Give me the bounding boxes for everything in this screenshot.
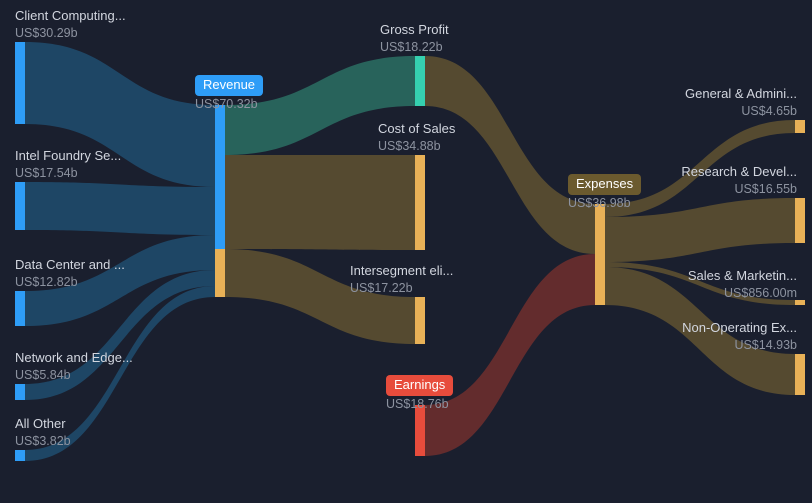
sankey-node-noe xyxy=(795,354,805,395)
sankey-link xyxy=(25,182,215,235)
node-label-rnd: Research & Devel...US$16.55b xyxy=(681,164,797,197)
node-value: US$34.88b xyxy=(378,138,455,154)
node-title: Intel Foundry Se... xyxy=(15,148,121,165)
sankey-node-earnings xyxy=(415,405,425,456)
node-label-sm: Sales & Marketin...US$856.00m xyxy=(688,268,797,301)
node-value: US$30.29b xyxy=(15,25,126,41)
node-label-ga: General & Admini...US$4.65b xyxy=(685,86,797,119)
node-value: US$17.22b xyxy=(350,280,453,296)
node-value: US$17.54b xyxy=(15,165,121,181)
node-title: Sales & Marketin... xyxy=(688,268,797,285)
node-title: General & Admini... xyxy=(685,86,797,103)
node-value: US$14.93b xyxy=(682,337,797,353)
sankey-node-intel_foundry xyxy=(15,182,25,230)
node-title: Data Center and ... xyxy=(15,257,125,274)
node-pill: Earnings xyxy=(386,375,453,396)
sankey-node-network_edge xyxy=(15,384,25,400)
node-label-noe: Non-Operating Ex...US$14.93b xyxy=(682,320,797,353)
node-value: US$12.82b xyxy=(15,274,125,290)
node-title: All Other xyxy=(15,416,71,433)
node-value: US$3.82b xyxy=(15,433,71,449)
node-value: US$18.76b xyxy=(386,396,453,412)
node-label-network_edge: Network and Edge...US$5.84b xyxy=(15,350,133,383)
node-pill: Expenses xyxy=(568,174,641,195)
node-title: Intersegment eli... xyxy=(350,263,453,280)
node-label-cost_of_sales: Cost of SalesUS$34.88b xyxy=(378,121,455,154)
node-label-intersegment: Intersegment eli...US$17.22b xyxy=(350,263,453,296)
sankey-link xyxy=(225,155,415,250)
node-value: US$856.00m xyxy=(688,285,797,301)
sankey-node-cost_of_sales xyxy=(415,155,425,250)
node-label-intel_foundry: Intel Foundry Se...US$17.54b xyxy=(15,148,121,181)
node-value: US$70.32b xyxy=(195,96,263,112)
node-label-data_center: Data Center and ...US$12.82b xyxy=(15,257,125,290)
sankey-svg xyxy=(0,0,812,503)
sankey-node-all_other xyxy=(15,450,25,461)
node-title: Cost of Sales xyxy=(378,121,455,138)
node-value: US$4.65b xyxy=(685,103,797,119)
sankey-node-expenses xyxy=(595,204,605,305)
sankey-chart: Client Computing...US$30.29b Intel Foundr… xyxy=(0,0,812,503)
node-label-client_computing: Client Computing...US$30.29b xyxy=(15,8,126,41)
node-label-expenses: ExpensesUS$36.98b xyxy=(568,174,641,211)
node-title: Research & Devel... xyxy=(681,164,797,181)
sankey-node-intersegment xyxy=(415,297,425,344)
node-pill: Revenue xyxy=(195,75,263,96)
node-title: Non-Operating Ex... xyxy=(682,320,797,337)
node-value: US$5.84b xyxy=(15,367,133,383)
node-value: US$18.22b xyxy=(380,39,449,55)
node-value: US$16.55b xyxy=(681,181,797,197)
sankey-node-revenue_out xyxy=(215,249,225,297)
sankey-link xyxy=(425,56,595,254)
sankey-node-ga xyxy=(795,120,805,133)
node-title: Network and Edge... xyxy=(15,350,133,367)
node-value: US$36.98b xyxy=(568,195,641,211)
sankey-node-rnd xyxy=(795,198,805,243)
sankey-node-client_computing xyxy=(15,42,25,124)
sankey-node-gross_profit xyxy=(415,56,425,106)
node-label-revenue: RevenueUS$70.32b xyxy=(195,75,263,112)
node-title: Client Computing... xyxy=(15,8,126,25)
sankey-node-data_center xyxy=(15,291,25,326)
node-label-earnings: EarningsUS$18.76b xyxy=(386,375,453,412)
node-title: Gross Profit xyxy=(380,22,449,39)
node-label-gross_profit: Gross ProfitUS$18.22b xyxy=(380,22,449,55)
node-label-all_other: All OtherUS$3.82b xyxy=(15,416,71,449)
